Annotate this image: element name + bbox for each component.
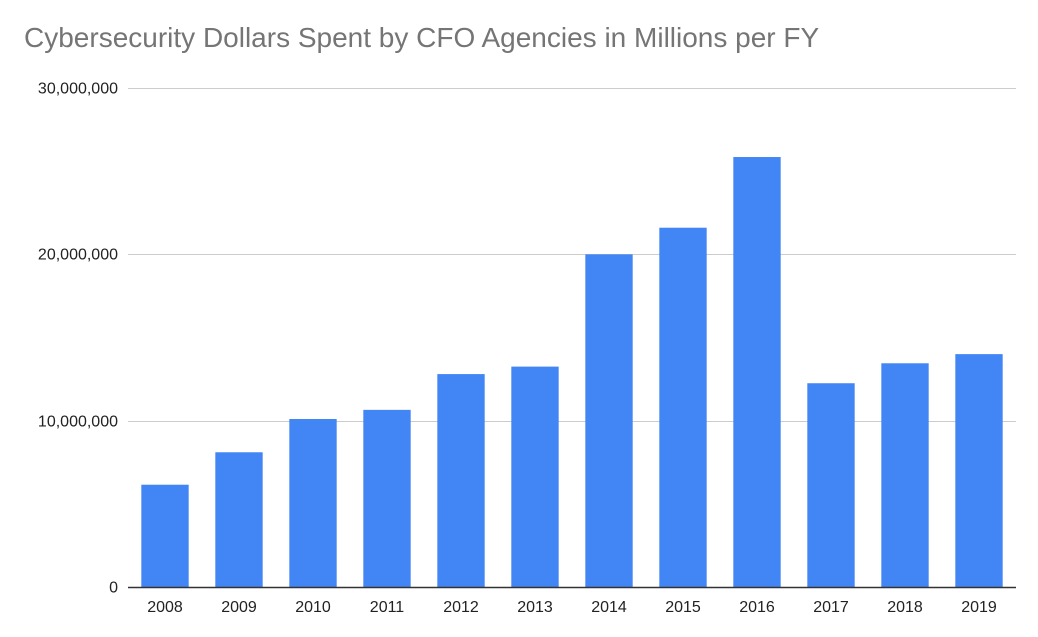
bar-2010: [289, 419, 337, 587]
y-tick-label: 10,000,000: [38, 414, 118, 431]
bar-2019: [955, 354, 1003, 587]
x-tick-label: 2013: [517, 599, 553, 616]
bar-2017: [807, 383, 855, 587]
chart-title: Cybersecurity Dollars Spent by CFO Agenc…: [24, 22, 820, 53]
x-tick-labels: 2008 2009 2010 2011 2012 2013 2014 2015 2016 2017…: [147, 599, 997, 616]
x-tick-label: 2011: [370, 599, 405, 616]
x-tick-label: 2016: [739, 599, 775, 616]
bar-2013: [511, 366, 559, 587]
x-tick-label: 2012: [443, 599, 479, 616]
y-tick-labels: 0 10,000,000 20,000,000 30,000,000: [38, 81, 118, 597]
bar-2009: [215, 452, 263, 587]
x-tick-label: 2010: [295, 599, 331, 616]
x-tick-label: 2014: [591, 599, 627, 616]
bar-2011: [363, 409, 411, 587]
x-tick-label: 2009: [221, 599, 257, 616]
y-tick-label: 30,000,000: [38, 81, 118, 98]
gridlines: [128, 88, 1016, 422]
y-tick-label: 20,000,000: [38, 247, 118, 264]
bars: [141, 157, 1003, 587]
x-tick-label: 2017: [813, 599, 849, 616]
y-tick-label: 0: [109, 580, 118, 597]
bar-2008: [141, 484, 189, 587]
x-tick-label: 2019: [961, 599, 997, 616]
bar-2014: [585, 254, 633, 587]
bar-2016: [733, 157, 781, 587]
bar-2012: [437, 374, 485, 587]
x-tick-label: 2008: [147, 599, 183, 616]
bar-2015: [659, 227, 707, 587]
x-tick-label: 2015: [665, 599, 701, 616]
bar-2018: [881, 363, 929, 587]
x-tick-label: 2018: [887, 599, 923, 616]
